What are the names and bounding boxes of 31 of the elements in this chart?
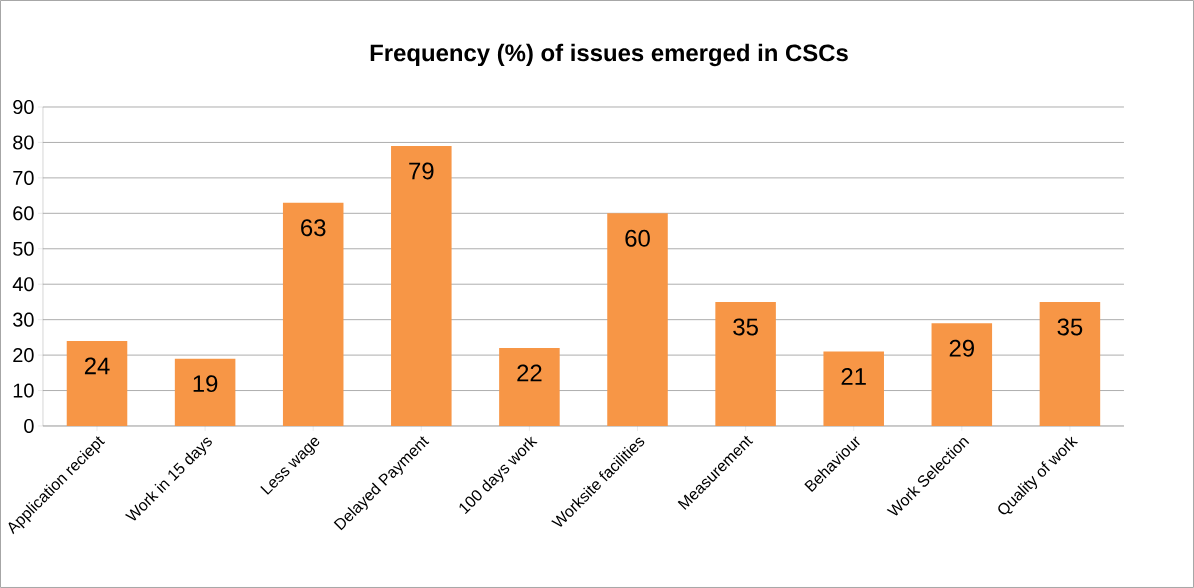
data-label: 35 <box>1057 318 1083 336</box>
bar <box>499 348 560 426</box>
y-tick-label: 60 <box>13 206 34 221</box>
data-label: 35 <box>733 318 758 336</box>
bar <box>607 213 668 426</box>
bar <box>66 340 128 426</box>
data-label: 22 <box>517 364 542 382</box>
bar <box>282 202 344 426</box>
y-tick-label: 90 <box>13 99 34 115</box>
bar <box>715 301 776 426</box>
bar <box>931 323 993 426</box>
bar <box>823 351 884 426</box>
data-label: 60 <box>625 229 650 247</box>
data-label: 79 <box>409 162 434 180</box>
bar <box>1039 301 1101 426</box>
data-label: 63 <box>301 219 326 237</box>
data-label: 29 <box>949 339 974 357</box>
y-tick-label: 80 <box>13 135 34 150</box>
y-tick-label: 40 <box>12 277 34 292</box>
bar <box>391 145 452 426</box>
y-tick-label: 50 <box>13 241 34 256</box>
y-tick-label: 10 <box>13 383 34 398</box>
chart-title: Frequency (%) of issues emerged in CSCs <box>370 43 848 67</box>
bar <box>174 358 236 426</box>
data-label: 21 <box>841 368 866 385</box>
y-tick-label: 0 <box>24 418 34 434</box>
y-tick-label: 30 <box>13 312 34 327</box>
data-label: 24 <box>84 357 110 375</box>
y-tick-label: 20 <box>13 348 34 363</box>
data-label: 19 <box>193 375 218 393</box>
y-tick-label: 70 <box>13 170 34 185</box>
